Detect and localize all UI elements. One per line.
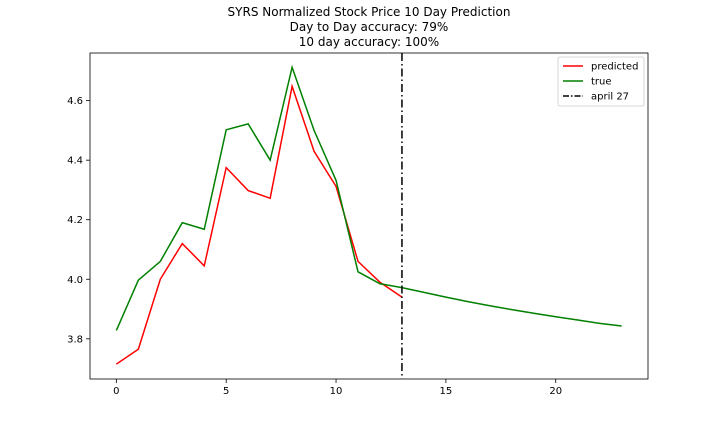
chart-title: SYRS Normalized Stock Price 10 Day Predi…	[228, 5, 511, 49]
y-tick-label: 4.0	[67, 275, 83, 286]
series-line-predicted	[115, 83, 403, 365]
series-line-true	[115, 64, 622, 331]
legend-label: true	[591, 77, 612, 88]
x-tick-label: 20	[549, 386, 562, 397]
legend-label: predicted	[591, 62, 638, 73]
plot-frame	[89, 52, 649, 380]
title-line-2: Day to Day accuracy: 79%	[290, 20, 449, 34]
x-tick-label: 10	[330, 386, 343, 397]
y-tick-label: 4.6	[67, 96, 83, 107]
legend: predicted true april 27	[557, 56, 645, 107]
y-tick-label: 4.2	[67, 215, 83, 226]
y-tick-label: 4.4	[67, 156, 83, 167]
x-tick-label: 15	[440, 386, 453, 397]
axis-ticks: 0 5 10 15 20 3.8 4.0 4.2 4.4 4.6	[67, 96, 562, 397]
title-line-3: 10 day accuracy: 100%	[299, 35, 439, 49]
x-tick-label: 5	[223, 386, 229, 397]
x-tick-label: 0	[113, 386, 119, 397]
series-group	[115, 53, 622, 379]
legend-label: april 27	[591, 92, 629, 103]
title-line-1: SYRS Normalized Stock Price 10 Day Predi…	[228, 5, 511, 19]
legend-box	[557, 56, 645, 107]
y-tick-label: 3.8	[67, 334, 83, 345]
